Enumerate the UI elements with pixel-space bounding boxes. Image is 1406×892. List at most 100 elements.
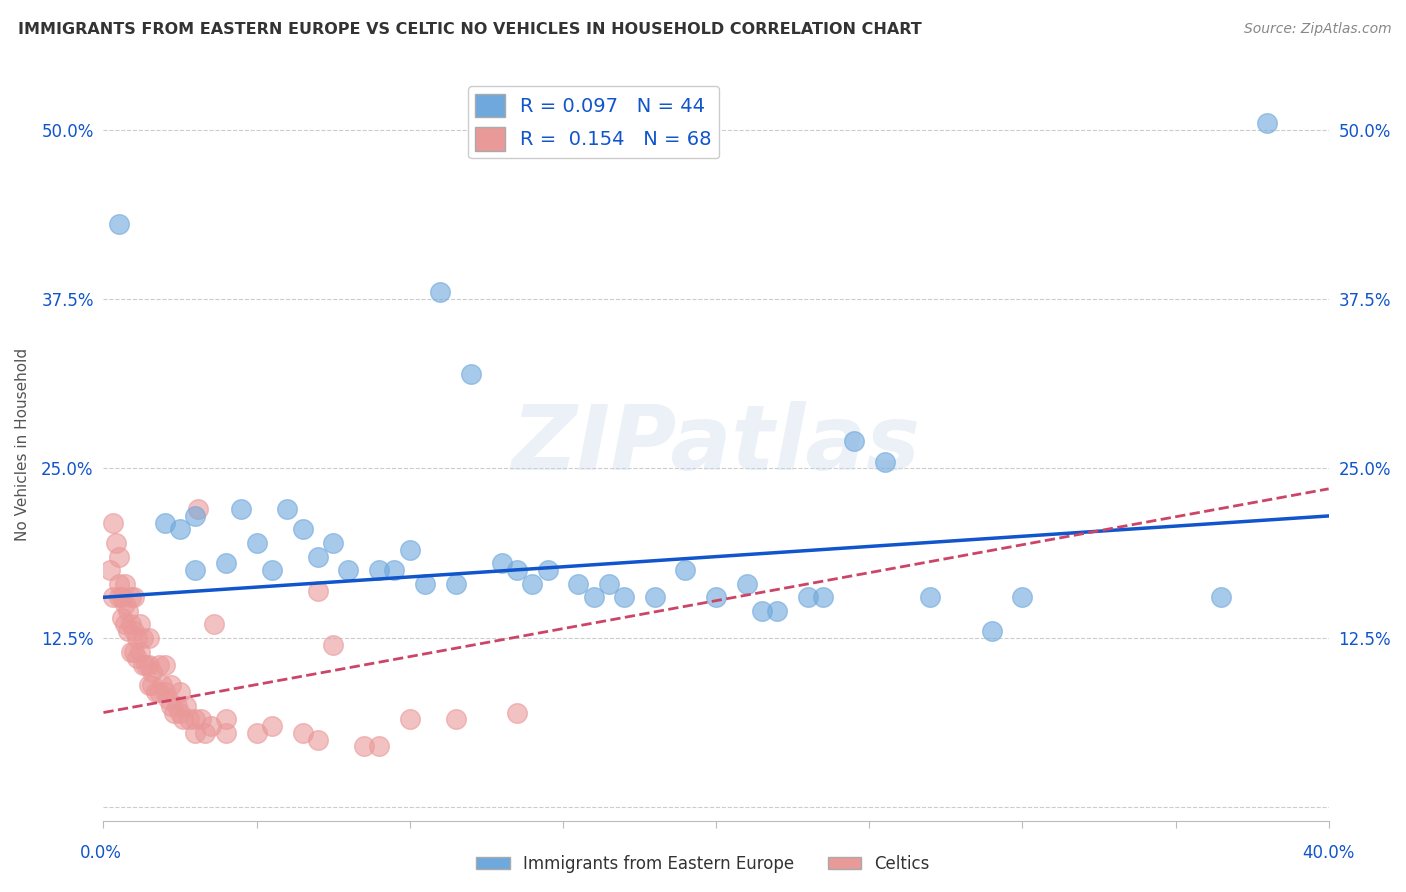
Point [260, 719, 283, 733]
Point [184, 563, 207, 577]
Point [766, 604, 789, 618]
Point [842, 434, 865, 449]
Point [160, 678, 183, 692]
Point [107, 549, 129, 564]
Point [122, 624, 145, 639]
Point [813, 591, 835, 605]
Text: ZIPatlas: ZIPatlas [512, 401, 921, 489]
Point [613, 591, 636, 605]
Point [114, 597, 136, 611]
Point [368, 563, 391, 577]
Point [215, 712, 238, 726]
Point [398, 542, 420, 557]
Point [169, 706, 191, 720]
Point [127, 651, 149, 665]
Point [1011, 591, 1033, 605]
Legend: Immigrants from Eastern Europe, Celtics: Immigrants from Eastern Europe, Celtics [470, 848, 936, 880]
Point [166, 698, 188, 713]
Point [398, 712, 420, 726]
Point [150, 678, 173, 692]
Point [160, 698, 183, 713]
Point [132, 631, 155, 645]
Point [111, 591, 134, 605]
Point [107, 591, 129, 605]
Point [444, 576, 467, 591]
Point [276, 502, 298, 516]
Point [322, 536, 344, 550]
Point [153, 516, 176, 530]
Point [337, 563, 360, 577]
Point [582, 591, 605, 605]
Point [169, 523, 191, 537]
Point [491, 557, 513, 571]
Point [120, 617, 142, 632]
Point [322, 638, 344, 652]
Point [101, 591, 124, 605]
Point [506, 563, 529, 577]
Point [200, 719, 222, 733]
Point [145, 685, 167, 699]
Point [114, 576, 136, 591]
Point [127, 631, 149, 645]
Point [156, 692, 179, 706]
Y-axis label: No Vehicles in Household: No Vehicles in Household [15, 348, 30, 541]
Text: Source: ZipAtlas.com: Source: ZipAtlas.com [1244, 22, 1392, 37]
Point [98, 563, 121, 577]
Point [307, 549, 329, 564]
Point [172, 712, 194, 726]
Point [141, 678, 163, 692]
Point [148, 685, 170, 699]
Point [138, 678, 160, 692]
Point [735, 576, 758, 591]
Point [141, 665, 163, 679]
Point [260, 563, 283, 577]
Point [138, 658, 160, 673]
Point [169, 685, 191, 699]
Text: IMMIGRANTS FROM EASTERN EUROPE VS CELTIC NO VEHICLES IN HOUSEHOLD CORRELATION CH: IMMIGRANTS FROM EASTERN EUROPE VS CELTIC… [18, 22, 922, 37]
Point [187, 502, 209, 516]
Point [163, 706, 186, 720]
Legend: R = 0.097   N = 44, R =  0.154   N = 68: R = 0.097 N = 44, R = 0.154 N = 68 [468, 86, 720, 159]
Point [148, 658, 170, 673]
Point [179, 712, 201, 726]
Point [117, 604, 139, 618]
Point [291, 726, 314, 740]
Point [873, 455, 896, 469]
Point [567, 576, 589, 591]
Text: 40.0%: 40.0% [1302, 844, 1355, 862]
Point [536, 563, 558, 577]
Point [129, 617, 152, 632]
Text: 0.0%: 0.0% [80, 844, 122, 862]
Point [1256, 116, 1278, 130]
Point [368, 739, 391, 754]
Point [132, 658, 155, 673]
Point [704, 591, 727, 605]
Point [129, 644, 152, 658]
Point [291, 523, 314, 537]
Point [111, 610, 134, 624]
Point [246, 726, 269, 740]
Point [117, 624, 139, 639]
Point [184, 712, 207, 726]
Point [1211, 591, 1233, 605]
Point [444, 712, 467, 726]
Point [506, 706, 529, 720]
Point [413, 576, 436, 591]
Point [307, 732, 329, 747]
Point [114, 617, 136, 632]
Point [122, 591, 145, 605]
Point [460, 367, 482, 381]
Point [107, 218, 129, 232]
Point [215, 557, 238, 571]
Point [107, 576, 129, 591]
Point [797, 591, 820, 605]
Point [120, 644, 142, 658]
Point [184, 508, 207, 523]
Point [193, 726, 215, 740]
Point [675, 563, 697, 577]
Point [101, 516, 124, 530]
Point [644, 591, 666, 605]
Point [751, 604, 773, 618]
Point [135, 658, 157, 673]
Point [231, 502, 253, 516]
